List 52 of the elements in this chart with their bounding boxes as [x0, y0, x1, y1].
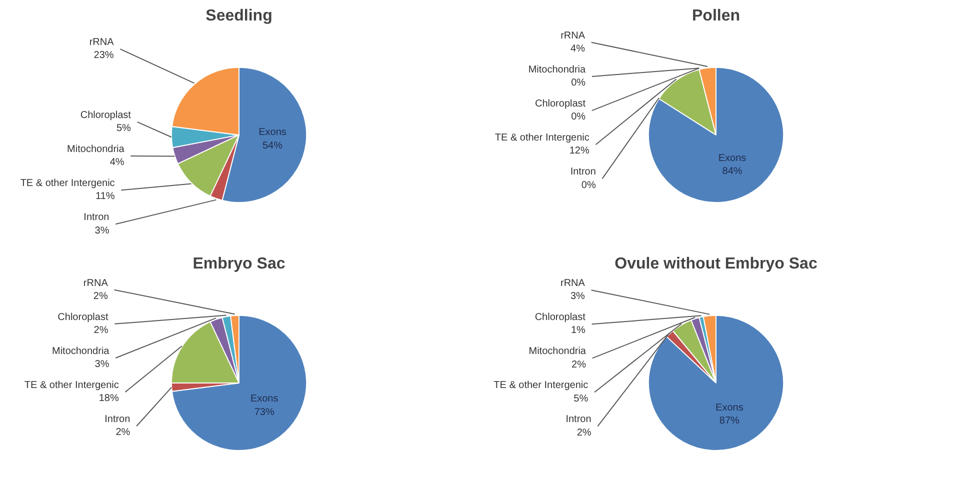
slice-label: rRNA: [83, 278, 108, 289]
data-label: 3%: [94, 359, 110, 370]
slice-label: Mitochondria: [67, 144, 125, 155]
data-label: 18%: [98, 393, 120, 404]
data-label: 73%: [254, 406, 274, 418]
slice-label: Chloroplast: [58, 312, 108, 323]
slice-label: TE & other Intergenic: [24, 380, 119, 391]
data-label: 4%: [110, 157, 124, 168]
chart-title: Seedling: [206, 8, 272, 24]
data-label: 23%: [94, 50, 114, 62]
data-label: 2%: [93, 290, 108, 302]
slice-label: TE & other Intergenic: [20, 178, 115, 189]
category-label: Mitochondria: [528, 64, 586, 76]
chart-title: Ovule without Embryo Sac: [614, 256, 818, 272]
category-label: Chloroplast: [534, 98, 586, 110]
data-label: 11%: [96, 191, 115, 202]
data-label: 5%: [116, 123, 132, 134]
slice-label: rRNA: [560, 30, 586, 42]
text: 0%: [571, 78, 586, 89]
slice-label: Mitochondria: [528, 346, 586, 358]
slice-label: Intron: [566, 414, 592, 426]
slice-label: rRNA: [89, 36, 114, 48]
slice-label: Intron: [104, 414, 130, 426]
slice-label: Intron: [84, 212, 110, 224]
slice-label: TE & other Intergenic: [494, 132, 590, 144]
data-label: 2%: [572, 359, 586, 370]
slice-label: Chloroplast: [534, 312, 586, 324]
data-label: 3%: [570, 291, 586, 302]
data-label: 87%: [719, 416, 740, 427]
text: 0%: [571, 112, 586, 123]
data-label: 1%: [570, 325, 586, 336]
slice-label: Exons: [718, 153, 746, 164]
data-label: 2%: [116, 427, 130, 438]
slice-label: Mitochondria: [52, 346, 110, 357]
data-label: 2%: [576, 427, 592, 438]
chart-title: Pollen: [692, 8, 740, 24]
data-label: 3%: [94, 225, 110, 236]
data-label: 4%: [570, 44, 586, 54]
category-label: Intron: [570, 166, 596, 178]
text: 0%: [581, 180, 596, 191]
slice-label: TE & other Intergenic: [494, 380, 588, 392]
data-label: 54%: [262, 140, 283, 152]
slice-label: rRNA: [560, 278, 586, 289]
slice-label: Chloroplast: [80, 110, 132, 121]
data-label: 2%: [94, 325, 108, 336]
data-label: 5%: [574, 393, 588, 404]
slice-label: Exons: [258, 127, 286, 138]
chart-title: Embryo Sac: [192, 256, 286, 272]
slice-label: Exons: [716, 402, 744, 414]
data-label: 12%: [569, 146, 590, 157]
data-label: 84%: [722, 166, 742, 178]
slice-label: Exons: [250, 394, 278, 405]
